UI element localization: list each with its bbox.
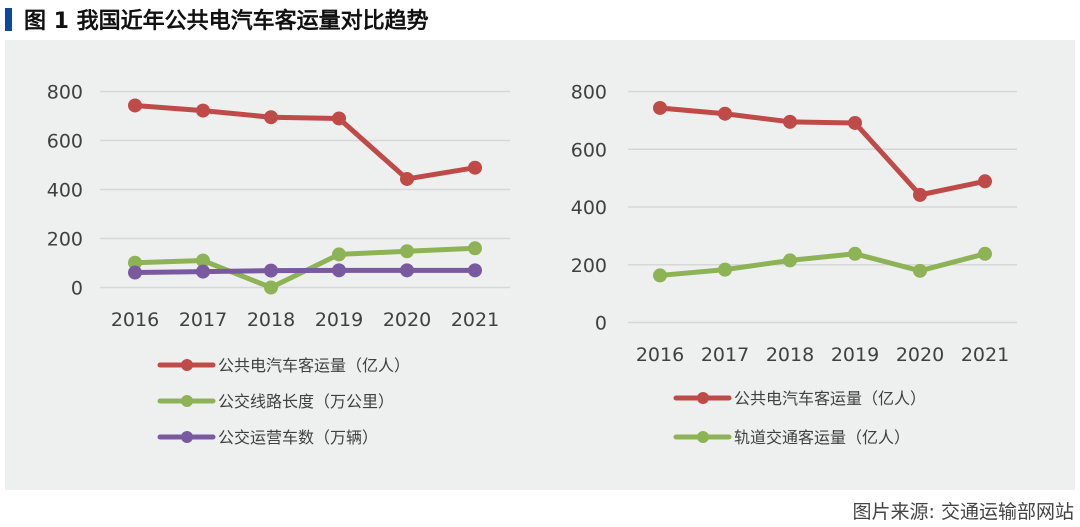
chart-2: 0 200 400 600 800 2016 2017 2018 2019 2020 2021 公共电… xyxy=(571,82,1017,447)
data-point xyxy=(332,111,346,126)
data-point xyxy=(400,244,414,259)
legend-item: 公共电汽车客运量（亿人） xyxy=(157,356,410,375)
data-point xyxy=(128,98,142,113)
data-point xyxy=(978,246,992,261)
data-point xyxy=(332,247,346,262)
legend-item: 公共电汽车客运量（亿人） xyxy=(673,389,926,408)
legend-item: 公交线路长度（万公里） xyxy=(157,392,394,411)
chart-1: 0 200 400 600 800 2016 2017 2018 2019 2020 2021 公共电… xyxy=(47,82,510,447)
y-tick-label: 800 xyxy=(47,82,83,104)
source-note: 图片来源: 交通运输部网站 xyxy=(853,501,1074,523)
x-tick-label: 2019 xyxy=(315,309,363,331)
y-tick-label: 800 xyxy=(571,82,607,104)
data-point xyxy=(196,264,210,279)
data-point xyxy=(653,268,667,283)
x-tick-label: 2016 xyxy=(636,344,684,366)
legend-marker xyxy=(181,395,193,407)
data-point xyxy=(196,253,210,268)
legend-label: 公共电汽车客运量（亿人） xyxy=(218,356,410,375)
y-tick-label: 600 xyxy=(571,139,607,161)
legend-label: 公交线路长度（万公里） xyxy=(218,392,394,411)
figure-title: 图 1 我国近年公共电汽车客运量对比趋势 xyxy=(24,8,429,34)
legend-label: 公交运营车数（万辆） xyxy=(218,428,378,447)
data-point xyxy=(400,171,414,186)
y-tick-label: 600 xyxy=(47,131,83,153)
data-point xyxy=(848,115,862,130)
series-line xyxy=(134,102,476,182)
y-tick-label: 200 xyxy=(571,255,607,277)
legend-item: 轨道交通客运量（亿人） xyxy=(673,428,910,447)
data-point xyxy=(718,106,732,121)
x-tick-label: 2018 xyxy=(766,344,814,366)
legend-label: 轨道交通客运量（亿人） xyxy=(734,428,910,447)
series-line xyxy=(134,267,475,276)
data-point xyxy=(913,187,927,202)
legend-marker xyxy=(181,431,193,443)
data-point xyxy=(468,263,482,278)
series-line xyxy=(659,105,986,198)
data-point xyxy=(468,241,482,256)
x-tick-label: 2019 xyxy=(831,344,879,366)
data-point xyxy=(400,263,414,278)
title-bar-marker xyxy=(5,8,12,31)
y-tick-label: 0 xyxy=(71,278,83,300)
legend-label: 公共电汽车客运量（亿人） xyxy=(734,389,926,408)
legend-item: 公交运营车数（万辆） xyxy=(157,428,378,447)
legend-marker xyxy=(697,392,709,404)
data-point xyxy=(128,255,142,270)
x-tick-label: 2016 xyxy=(111,309,159,331)
data-point xyxy=(264,110,278,125)
data-point xyxy=(332,263,346,278)
data-point xyxy=(913,263,927,278)
data-point xyxy=(653,100,667,115)
data-point xyxy=(978,174,992,189)
data-point xyxy=(264,280,278,295)
x-tick-label: 2017 xyxy=(179,309,227,331)
data-point xyxy=(848,246,862,261)
y-tick-label: 200 xyxy=(47,229,83,251)
x-tick-label: 2021 xyxy=(451,309,499,331)
legend-marker xyxy=(181,359,193,371)
data-point xyxy=(468,160,482,175)
y-tick-label: 0 xyxy=(595,313,607,335)
data-point xyxy=(783,114,797,129)
legend-marker xyxy=(697,431,709,443)
data-point xyxy=(264,263,278,278)
x-tick-label: 2017 xyxy=(701,344,749,366)
data-point xyxy=(718,262,732,277)
x-tick-label: 2020 xyxy=(383,309,431,331)
data-point xyxy=(128,265,142,280)
x-tick-label: 2021 xyxy=(961,344,1009,366)
x-tick-label: 2018 xyxy=(247,309,295,331)
series-line xyxy=(659,251,986,278)
data-point xyxy=(783,253,797,268)
y-tick-label: 400 xyxy=(47,180,83,202)
y-tick-label: 400 xyxy=(571,197,607,219)
x-tick-label: 2020 xyxy=(896,344,944,366)
data-point xyxy=(196,103,210,118)
